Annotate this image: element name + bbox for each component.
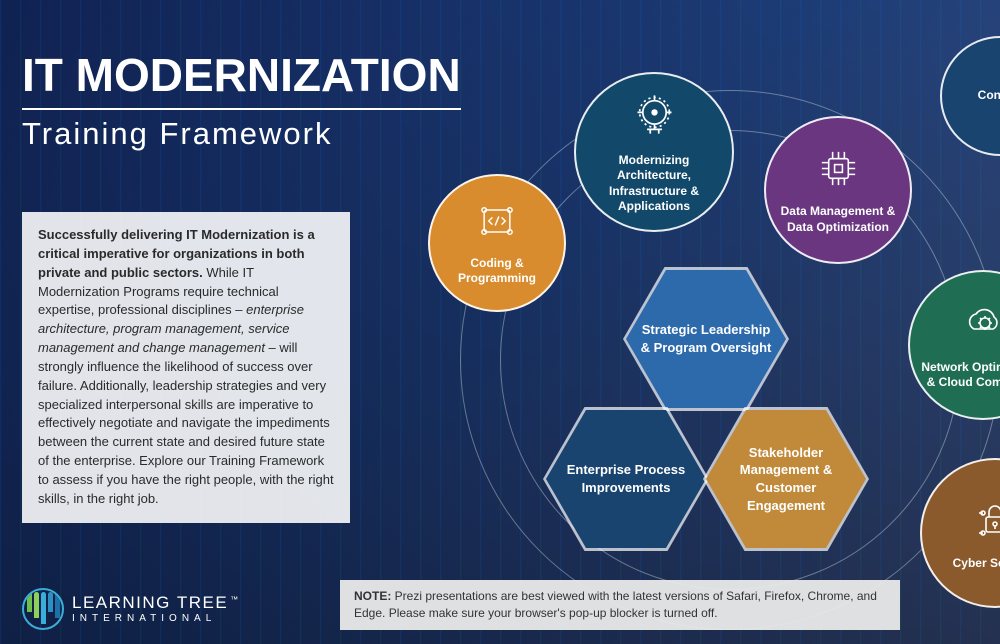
logo-line1: LEARNING TREE bbox=[72, 593, 228, 612]
circle-data[interactable]: Data Management & Data Optimization bbox=[764, 116, 912, 264]
description-bold: Successfully delivering IT Modernization… bbox=[38, 227, 315, 280]
logo-icon bbox=[22, 588, 64, 630]
logo-leaf bbox=[27, 592, 32, 612]
circle-architecture[interactable]: Modernizing Architecture, Infrastructure… bbox=[574, 72, 734, 232]
circle-label: Modernizing Architecture, Infrastructure… bbox=[586, 153, 722, 215]
logo: LEARNING TREE™ INTERNATIONAL bbox=[22, 588, 238, 630]
circle-contact[interactable]: Contact bbox=[940, 36, 1000, 156]
logo-leaf bbox=[55, 592, 60, 618]
lock-icon bbox=[971, 495, 1000, 548]
description-text-2: – will strongly influence the likelihood… bbox=[38, 340, 334, 506]
framework-diagram: Coding & Programming Modernizing Architec… bbox=[420, 0, 1000, 600]
title-block: IT MODERNIZATION Training Framework bbox=[22, 48, 461, 152]
note-label: NOTE: bbox=[354, 589, 391, 603]
note-text: Prezi presentations are best viewed with… bbox=[354, 589, 877, 620]
logo-line2: INTERNATIONAL bbox=[72, 613, 238, 624]
chip-icon bbox=[815, 145, 862, 197]
circle-label: Data Management & Data Optimization bbox=[776, 204, 900, 235]
note-box: NOTE: Prezi presentations are best viewe… bbox=[340, 580, 900, 630]
page-subtitle: Training Framework bbox=[22, 116, 461, 152]
ai-icon bbox=[629, 89, 680, 145]
hex-label: Enterprise Process Improvements bbox=[560, 461, 692, 496]
circle-label: Cyber Security bbox=[953, 556, 1000, 572]
hex-label: Strategic Leadership & Program Oversight bbox=[640, 321, 772, 356]
logo-leaf bbox=[41, 592, 46, 624]
page-title: IT MODERNIZATION bbox=[22, 48, 461, 110]
cloud-icon bbox=[959, 299, 1000, 352]
circle-label: Coding & Programming bbox=[440, 256, 554, 287]
circle-label: Network Optimization & Cloud Computing bbox=[920, 360, 1000, 391]
logo-leaf bbox=[34, 592, 39, 618]
hex-label: Stakeholder Management & Customer Engage… bbox=[720, 444, 852, 514]
logo-leaf bbox=[48, 592, 53, 612]
code-icon bbox=[475, 199, 519, 248]
logo-tm: ™ bbox=[230, 595, 238, 604]
description-box: Successfully delivering IT Modernization… bbox=[22, 212, 350, 523]
circle-label: Contact bbox=[978, 88, 1000, 104]
circle-coding[interactable]: Coding & Programming bbox=[428, 174, 566, 312]
